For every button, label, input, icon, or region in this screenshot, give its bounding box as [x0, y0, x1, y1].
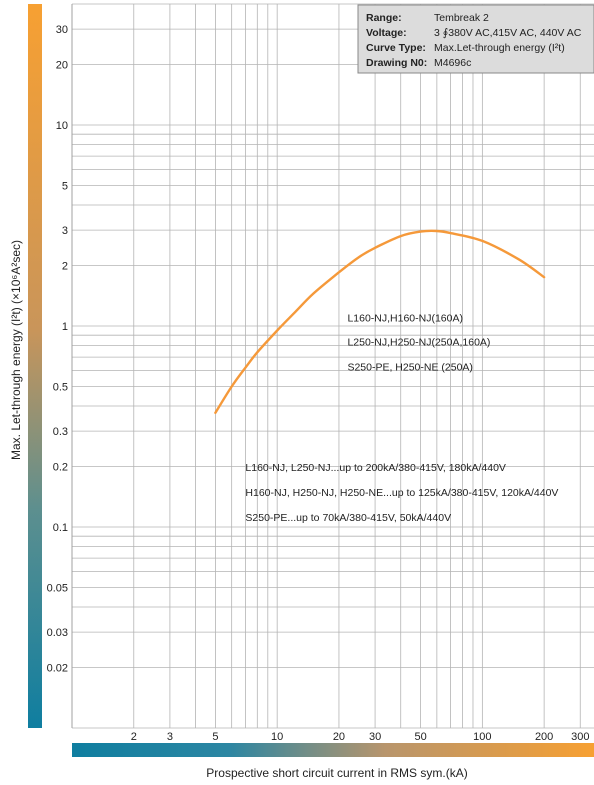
x-tick-label: 10 [271, 731, 283, 743]
x-tick-label: 200 [535, 731, 553, 743]
tick-labels: 2 3 5 10 20 30 50 100 200 300 0.02 0.03 0.05 0.1 0.2 0.… [47, 24, 590, 743]
x-tick-label: 5 [212, 731, 218, 743]
x-tick-label: 2 [131, 731, 137, 743]
info-voltage-label: Voltage: [366, 27, 407, 39]
y-tick-label: 1 [62, 321, 68, 333]
info-drawing-value: M4696c [434, 57, 471, 69]
x-tick-label: 100 [473, 731, 491, 743]
info-voltage-value: 3 ∮380V AC,415V AC, 440V AC [434, 27, 582, 39]
y-tick-label: 3 [62, 225, 68, 237]
annotations: L160-NJ,H160-NJ(160A) L250-NJ,H250-NJ(250… [245, 313, 558, 524]
annotation-label: S250-PE, H250-NE (250A) [347, 362, 472, 374]
info-drawing-label: Drawing N0: [366, 57, 427, 69]
x-tick-label: 3 [167, 731, 173, 743]
annotation-label: L160-NJ,H160-NJ(160A) [347, 313, 463, 325]
y-tick-label: 0.05 [47, 583, 68, 595]
info-curve-type-value: Max.Let-through energy (I²t) [434, 42, 565, 54]
y-tick-label: 2 [62, 261, 68, 273]
y-tick-label: 0.03 [47, 627, 68, 639]
y-tick-label: 0.02 [47, 662, 68, 674]
annotation-label: H160-NJ, H250-NJ, H250-NE...up to 125kA/… [245, 487, 558, 499]
y-tick-label: 30 [56, 24, 68, 36]
y-axis-gradient-bar [28, 4, 42, 728]
y-axis-title: Max. Let-through energy (I²t) (×10⁶A²sec… [9, 240, 23, 460]
let-through-energy-curve [214, 229, 546, 414]
y-tick-label: 0.1 [53, 522, 68, 534]
y-tick-label: 0.5 [53, 382, 68, 394]
annotation-label: L250-NJ,H250-NJ(250A,160A) [347, 336, 490, 348]
x-tick-label: 30 [369, 731, 381, 743]
y-tick-label: 0.2 [53, 461, 68, 473]
x-tick-label: 50 [414, 731, 426, 743]
info-range-value: Tembreak 2 [434, 12, 489, 24]
annotation-label: L160-NJ, L250-NJ...up to 200kA/380-415V,… [245, 462, 506, 474]
info-range-label: Range: [366, 12, 402, 24]
y-tick-label: 20 [56, 60, 68, 72]
x-axis-title: Prospective short circuit current in RMS… [206, 766, 467, 780]
y-tick-label: 10 [56, 120, 68, 132]
info-box: Range: Tembreak 2 Voltage: 3 ∮380V AC,41… [357, 4, 594, 74]
annotation-label: S250-PE...up to 70kA/380-415V, 50kA/440V [245, 512, 451, 524]
x-axis-gradient-bar [72, 743, 594, 757]
y-tick-label: 0.3 [53, 426, 68, 438]
x-tick-label: 20 [333, 731, 345, 743]
grid [71, 3, 594, 729]
info-curve-type-label: Curve Type: [366, 42, 426, 54]
x-tick-label: 300 [571, 731, 589, 743]
y-tick-label: 5 [62, 181, 68, 193]
